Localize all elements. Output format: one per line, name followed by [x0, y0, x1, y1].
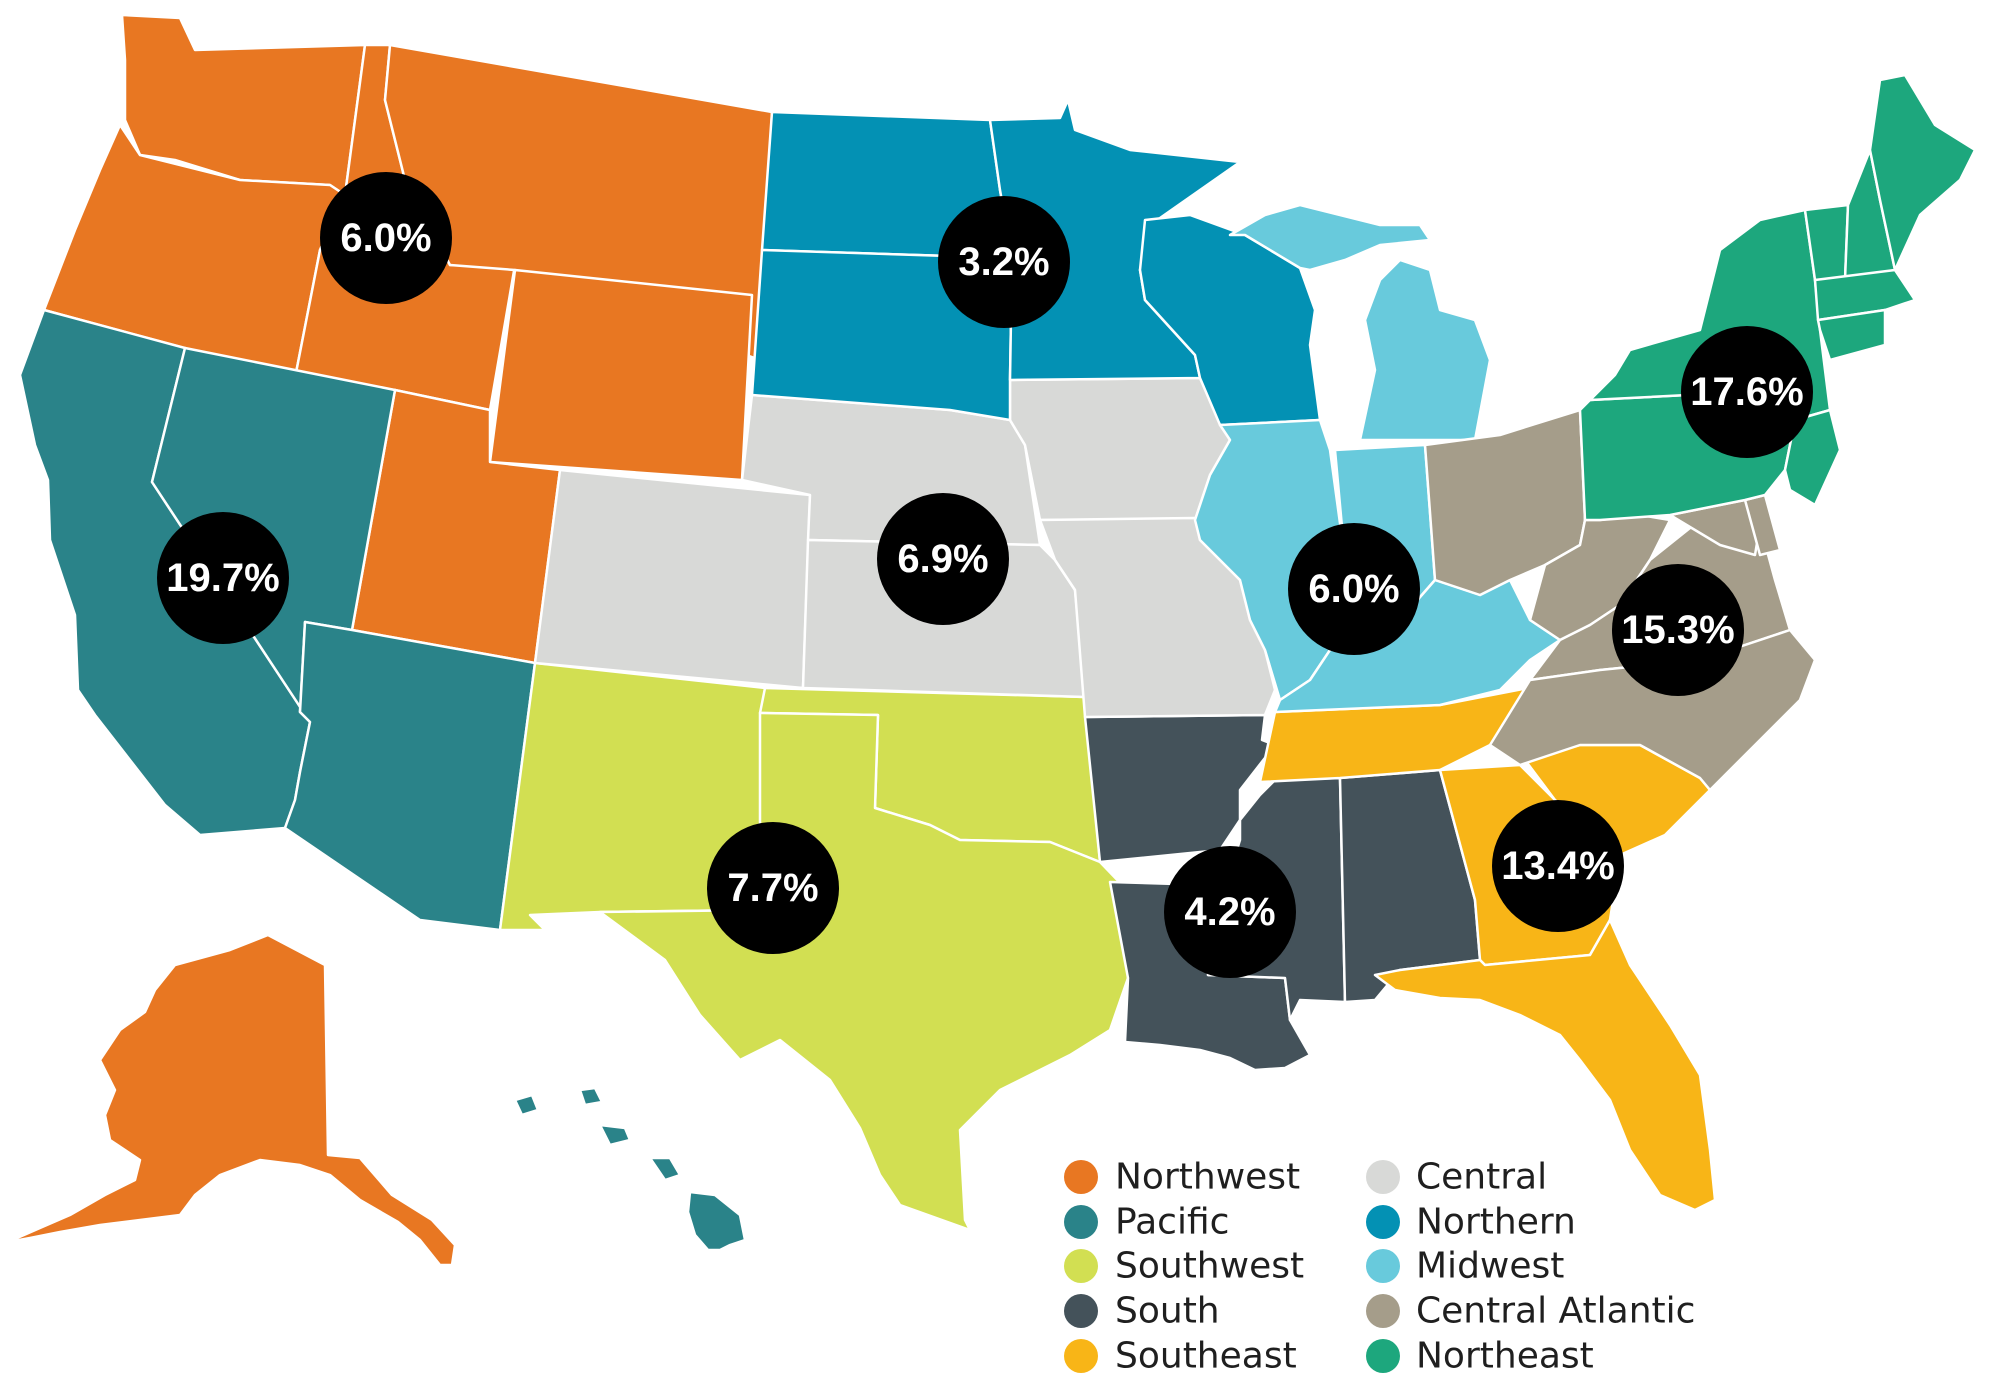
state-hawaii-kauai — [513, 1093, 540, 1117]
badge-northwest: 6.0% — [320, 172, 452, 304]
state-arkansas — [1083, 713, 1277, 864]
state-hawaii-molokai — [598, 1123, 632, 1147]
state-hawaii-oahu — [578, 1086, 604, 1107]
state-arizona — [283, 620, 537, 932]
badge-central-atlantic-circle — [1612, 564, 1744, 696]
badge-northeast-circle — [1681, 326, 1813, 458]
badge-southeast-value: 13.4% — [1501, 844, 1614, 888]
legend-swatch-central-atlantic — [1366, 1294, 1400, 1328]
badge-southeast-circle — [1492, 800, 1624, 932]
badge-pacific-circle — [157, 512, 289, 644]
legend-item-northern: Northern — [1366, 1202, 1576, 1243]
legend-item-southwest: Southwest — [1064, 1246, 1304, 1287]
badge-south: 4.2% — [1164, 846, 1296, 978]
legend-label-midwest: Midwest — [1416, 1246, 1564, 1287]
legend-label-south: South — [1115, 1291, 1220, 1332]
legend-item-central-atlantic: Central Atlantic — [1366, 1291, 1695, 1332]
legend-swatch-southwest — [1064, 1249, 1098, 1283]
badge-midwest-value: 6.0% — [1308, 567, 1399, 611]
badge-pacific: 19.7% — [157, 512, 289, 644]
state-new-jersey — [1783, 408, 1842, 507]
legend-swatch-central — [1366, 1160, 1400, 1194]
badge-northwest-circle — [320, 172, 452, 304]
state-michigan-lower — [1358, 258, 1492, 442]
legend-swatch-southeast — [1064, 1339, 1098, 1373]
legend-swatch-northwest — [1064, 1160, 1098, 1194]
badge-midwest: 6.0% — [1288, 523, 1420, 655]
region-central — [533, 376, 1277, 719]
badge-northwest-value: 6.0% — [340, 216, 431, 260]
badge-central: 6.9% — [877, 493, 1009, 625]
legend-label-northeast: Northeast — [1416, 1336, 1594, 1377]
badge-northern: 3.2% — [938, 196, 1070, 328]
legend-item-pacific: Pacific — [1064, 1202, 1229, 1243]
state-connecticut-ri — [1816, 308, 1887, 362]
value-badges: 6.0% 19.7% 7.7% 4.2% 13.4% 6.9% 3.2% 6. — [157, 172, 1813, 978]
legend-label-central-atlantic: Central Atlantic — [1416, 1291, 1695, 1332]
badge-midwest-circle — [1288, 523, 1420, 655]
badge-central-atlantic: 15.3% — [1612, 564, 1744, 696]
legend-label-northern: Northern — [1416, 1202, 1576, 1243]
legend-label-northwest: Northwest — [1115, 1157, 1300, 1198]
badge-northeast: 17.6% — [1681, 326, 1813, 458]
legend-item-northeast: Northeast — [1366, 1336, 1594, 1377]
badge-northern-circle — [938, 196, 1070, 328]
state-hawaii-maui — [648, 1156, 682, 1182]
badge-southwest-circle — [707, 822, 839, 954]
badge-south-circle — [1164, 846, 1296, 978]
state-texas — [598, 711, 1130, 1232]
legend-item-central: Central — [1366, 1157, 1547, 1198]
state-tennessee — [1258, 678, 1572, 784]
legend-swatch-pacific — [1064, 1205, 1098, 1239]
badge-south-value: 4.2% — [1184, 890, 1275, 934]
state-wyoming — [488, 268, 754, 482]
badge-central-circle — [877, 493, 1009, 625]
legend-label-central: Central — [1416, 1157, 1547, 1198]
state-alaska — [6, 933, 457, 1267]
badge-pacific-value: 19.7% — [166, 556, 279, 600]
legend-item-south: South — [1064, 1291, 1220, 1332]
badge-northern-value: 3.2% — [958, 240, 1049, 284]
state-michigan-upper — [1228, 203, 1432, 272]
legend-swatch-midwest — [1366, 1249, 1400, 1283]
legend-label-pacific: Pacific — [1115, 1202, 1229, 1243]
legend-label-southeast: Southeast — [1115, 1336, 1297, 1377]
badge-southeast: 13.4% — [1492, 800, 1624, 932]
region-northeast — [1578, 73, 1977, 522]
legend-swatch-northern — [1366, 1205, 1400, 1239]
badge-northeast-value: 17.6% — [1690, 370, 1803, 414]
state-iowa — [1008, 376, 1232, 522]
state-florida — [1373, 918, 1717, 1212]
badge-southwest: 7.7% — [707, 822, 839, 954]
legend-swatch-northeast — [1366, 1339, 1400, 1373]
badge-southwest-value: 7.7% — [727, 866, 818, 910]
region-southwest — [498, 661, 1130, 1232]
state-colorado — [533, 468, 812, 690]
legend-label-southwest: Southwest — [1115, 1246, 1304, 1287]
legend-item-southeast: Southeast — [1064, 1336, 1297, 1377]
legend: Northwest Pacific Southwest South Southe… — [1064, 1157, 1695, 1377]
legend-item-midwest: Midwest — [1366, 1246, 1564, 1287]
badge-central-value: 6.9% — [897, 537, 988, 581]
state-massachusetts — [1813, 268, 1917, 322]
badge-central-atlantic-value: 15.3% — [1621, 608, 1734, 652]
state-maine — [1868, 73, 1977, 272]
legend-item-northwest: Northwest — [1064, 1157, 1300, 1198]
state-hawaii-big-island — [686, 1190, 747, 1252]
legend-swatch-south — [1064, 1294, 1098, 1328]
